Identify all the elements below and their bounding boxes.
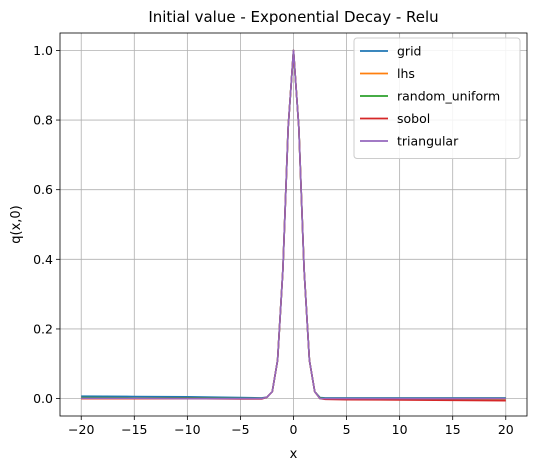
series-lines — [81, 49, 506, 402]
x-axis-ticks: −20 −15 −10 −5 0 5 10 15 20 — [68, 416, 514, 437]
legend-label: lhs — [397, 66, 415, 81]
legend-label: random_uniform — [397, 89, 500, 104]
x-tick-label: −15 — [121, 422, 147, 437]
y-tick-label: 0.2 — [33, 321, 53, 336]
x-tick-label: 15 — [445, 422, 461, 437]
x-tick-label: −20 — [68, 422, 94, 437]
series-line-triangular — [81, 49, 506, 400]
x-tick-label: −5 — [231, 422, 249, 437]
x-tick-label: 0 — [290, 422, 298, 437]
chart-title: Initial value - Exponential Decay - Relu — [148, 8, 438, 26]
y-axis-ticks: 0.0 0.2 0.4 0.6 0.8 1.0 — [33, 43, 60, 406]
x-tick-label: 5 — [343, 422, 351, 437]
y-tick-label: 0.0 — [33, 391, 53, 406]
y-tick-label: 1.0 — [33, 43, 53, 58]
legend-box — [353, 37, 521, 159]
x-axis-label: x — [290, 447, 298, 462]
legend-label: grid — [397, 44, 421, 59]
y-tick-label: 0.8 — [33, 113, 53, 128]
x-tick-label: 10 — [392, 422, 408, 437]
legend-label: triangular — [397, 134, 459, 149]
x-tick-label: 20 — [498, 422, 514, 437]
x-tick-label: −10 — [174, 422, 200, 437]
y-tick-label: 0.6 — [33, 182, 53, 197]
legend-label: sobol — [397, 111, 430, 126]
y-axis-label: q(x,0) — [9, 205, 24, 244]
y-tick-label: 0.4 — [33, 252, 53, 267]
